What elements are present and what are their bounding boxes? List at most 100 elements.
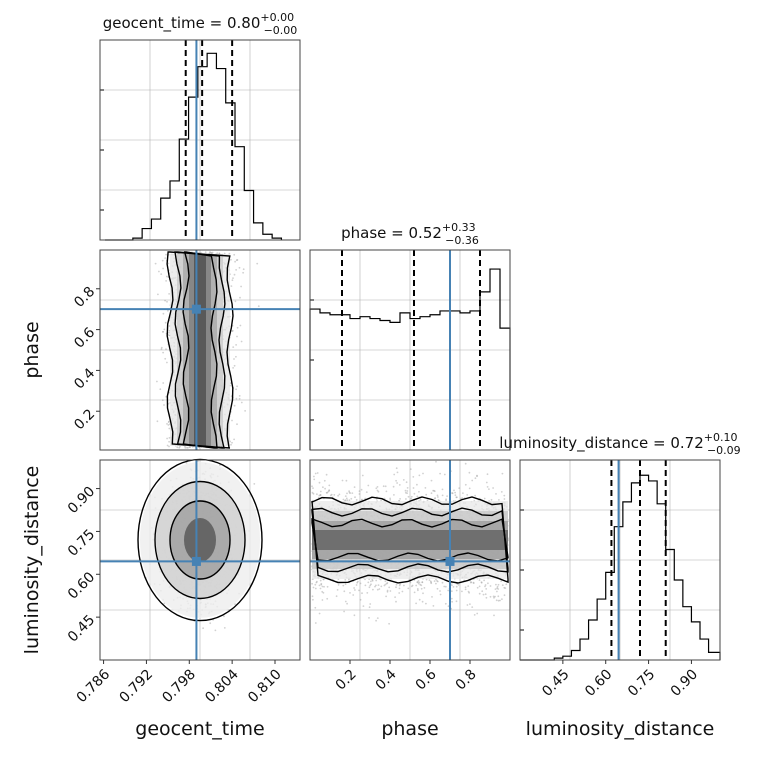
y-tick-label: 0.4 bbox=[71, 365, 98, 392]
scatter-point bbox=[233, 439, 235, 441]
scatter-point bbox=[167, 445, 169, 447]
scatter-point bbox=[166, 438, 168, 440]
histogram-phase: phase = 0.52+0.33−0.36 bbox=[310, 221, 510, 450]
scatter-point bbox=[209, 622, 211, 624]
y-tick-label: 0.8 bbox=[71, 284, 98, 311]
scatter-point bbox=[156, 381, 158, 383]
scatter-point bbox=[236, 398, 238, 400]
density-geocent_time-phase: 0.2 0.4 0.6 0.8 phase bbox=[21, 250, 300, 450]
scatter-point bbox=[165, 280, 167, 282]
scatter-point bbox=[240, 325, 242, 327]
scatter-point bbox=[219, 464, 221, 466]
scatter-point bbox=[240, 286, 242, 288]
scatter-point bbox=[165, 254, 167, 256]
scatter-point bbox=[186, 462, 188, 464]
scatter-point bbox=[237, 259, 239, 261]
scatter-point bbox=[239, 297, 241, 299]
scatter-point bbox=[162, 382, 164, 384]
scatter-point bbox=[230, 444, 232, 446]
scatter-point bbox=[157, 420, 159, 422]
scatter-point bbox=[165, 348, 167, 350]
scatter-point bbox=[162, 399, 164, 401]
scatter-point bbox=[162, 331, 164, 333]
scatter-point bbox=[166, 423, 168, 425]
scatter-point bbox=[160, 273, 162, 275]
scatter-point bbox=[235, 269, 237, 271]
scatter-point bbox=[230, 259, 232, 261]
scatter-point bbox=[162, 260, 164, 262]
scatter-point bbox=[236, 385, 238, 387]
scatter-point bbox=[205, 251, 207, 253]
y-axis-label: phase bbox=[21, 321, 43, 378]
scatter-point bbox=[202, 627, 204, 629]
scatter-point bbox=[163, 404, 165, 406]
scatter-point bbox=[166, 301, 168, 303]
scatter-point bbox=[243, 268, 245, 270]
scatter-point bbox=[232, 346, 234, 348]
scatter-point bbox=[234, 405, 236, 407]
scatter-point bbox=[234, 365, 236, 367]
scatter-point bbox=[163, 329, 165, 331]
scatter-point bbox=[232, 367, 234, 369]
scatter-point bbox=[231, 420, 233, 422]
scatter-point bbox=[244, 410, 246, 412]
scatter-point bbox=[158, 271, 160, 273]
histogram-geocent_time: geocent_time = 0.80+0.00−0.00 bbox=[100, 11, 300, 240]
scatter-point bbox=[157, 294, 159, 296]
scatter-point bbox=[159, 388, 161, 390]
scatter-point bbox=[233, 254, 235, 256]
panels-layer: geocent_time = 0.80+0.00−0.000.20.40.60.… bbox=[21, 11, 741, 740]
scatter-point bbox=[232, 279, 234, 281]
scatter-point bbox=[163, 313, 165, 315]
scatter-point bbox=[236, 423, 238, 425]
panel-title: phase = 0.52+0.33−0.36 bbox=[341, 221, 479, 247]
panel-title: geocent_time = 0.80+0.00−0.00 bbox=[103, 11, 298, 37]
scatter-point bbox=[164, 257, 166, 259]
scatter-point bbox=[216, 252, 218, 254]
scatter-point bbox=[232, 277, 234, 279]
scatter-point bbox=[239, 267, 241, 269]
scatter-point bbox=[231, 285, 233, 287]
scatter-point bbox=[233, 358, 235, 360]
scatter-point bbox=[234, 274, 236, 276]
scatter-point bbox=[232, 330, 234, 332]
scatter-point bbox=[165, 322, 167, 324]
scatter-point bbox=[168, 428, 170, 430]
scatter-point bbox=[235, 344, 237, 346]
y-tick-label: 0.6 bbox=[71, 325, 98, 352]
y-tick-label: 0.2 bbox=[71, 406, 98, 433]
scatter-point bbox=[234, 261, 236, 263]
scatter-point bbox=[242, 272, 244, 274]
scatter-point bbox=[235, 356, 237, 358]
scatter-point bbox=[215, 630, 217, 632]
scatter-point bbox=[168, 421, 170, 423]
scatter-point bbox=[187, 447, 189, 449]
truth-marker bbox=[192, 305, 201, 314]
scatter-point bbox=[164, 358, 166, 360]
scatter-point bbox=[237, 327, 239, 329]
scatter-point bbox=[164, 300, 166, 302]
scatter-point bbox=[253, 483, 255, 485]
scatter-point bbox=[168, 332, 170, 334]
scatter-point bbox=[239, 395, 241, 397]
scatter-point bbox=[235, 301, 237, 303]
scatter-point bbox=[161, 347, 163, 349]
scatter-point bbox=[155, 263, 157, 265]
scatter-point bbox=[235, 388, 237, 390]
scatter-point bbox=[166, 276, 168, 278]
scatter-point bbox=[168, 293, 170, 295]
scatter-point bbox=[239, 398, 241, 400]
scatter-point bbox=[176, 446, 178, 448]
scatter-point bbox=[231, 442, 233, 444]
scatter-point bbox=[241, 402, 243, 404]
scatter-point bbox=[162, 268, 164, 270]
scatter-point bbox=[236, 336, 238, 338]
scatter-point bbox=[241, 341, 243, 343]
scatter-point bbox=[212, 252, 214, 254]
scatter-point bbox=[162, 352, 164, 354]
scatter-point bbox=[166, 362, 168, 364]
scatter-point bbox=[258, 305, 260, 307]
